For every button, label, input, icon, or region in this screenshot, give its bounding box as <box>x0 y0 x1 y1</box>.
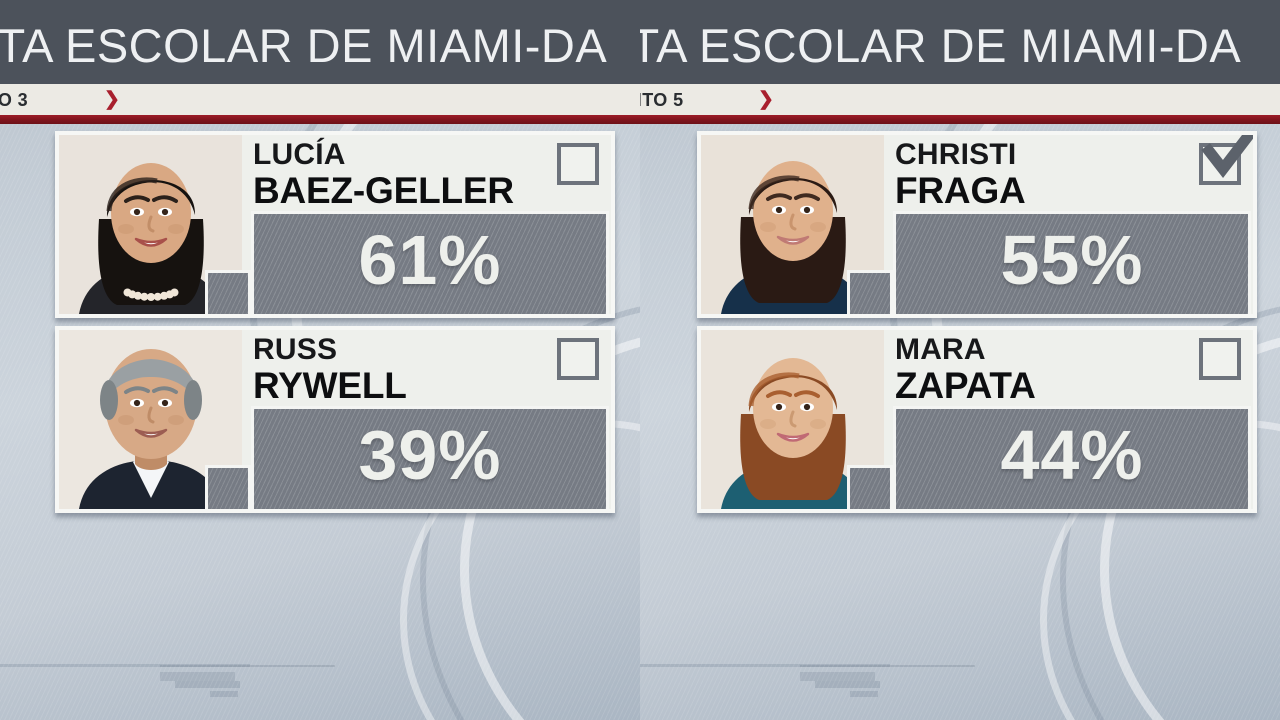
winner-checkbox[interactable] <box>1199 338 1241 380</box>
winner-checkbox[interactable] <box>557 143 599 185</box>
candidate-card-zapata[interactable]: MARA ZAPATA 44% <box>697 326 1257 513</box>
candidate-card-list: LUCÍA BAEZ-GELLER 61% RUSS RYWELL 39% <box>0 131 640 513</box>
candidate-card-list: CHRISTI FRAGA 55% MARA ZAPATA 44% <box>640 131 1280 513</box>
candidate-info: LUCÍA BAEZ-GELLER 61% <box>242 135 611 314</box>
district-bar: RITO 3 ❯ <box>0 84 640 115</box>
result-bar: 55% <box>893 211 1251 314</box>
results-panel-district-3: NTA ESCOLAR DE MIAMI-DA RITO 3 ❯ LUCÍA B… <box>0 0 640 720</box>
result-bar-fill <box>251 406 609 509</box>
result-bar-fill <box>893 406 1251 509</box>
candidate-last-name: FRAGA <box>895 170 1026 211</box>
candidate-first-name: CHRISTI <box>895 138 1017 171</box>
candidate-last-name: RYWELL <box>253 365 407 406</box>
winner-checkbox[interactable] <box>557 338 599 380</box>
candidate-percent: 44% <box>1000 415 1144 494</box>
candidate-name: CHRISTI FRAGA <box>895 138 1191 211</box>
result-bar-fill <box>893 211 1251 314</box>
candidate-percent: 61% <box>358 220 502 299</box>
candidate-card-rywell[interactable]: RUSS RYWELL 39% <box>55 326 615 513</box>
photo-notch-block <box>205 270 251 314</box>
result-bar: 39% <box>251 406 609 509</box>
candidate-first-name: RUSS <box>253 333 338 366</box>
result-bar: 61% <box>251 211 609 314</box>
accent-rule <box>640 115 1280 124</box>
result-bar: 44% <box>893 406 1251 509</box>
photo-notch-block <box>847 465 893 509</box>
chevron-right-icon[interactable]: ❯ <box>104 89 120 110</box>
candidate-name: LUCÍA BAEZ-GELLER <box>253 138 549 211</box>
district-label: TRITO 5 <box>640 90 684 110</box>
district-bar: TRITO 5 ❯ <box>640 84 1280 115</box>
race-title-bar: NTA ESCOLAR DE MIAMI-DA <box>0 0 640 84</box>
candidate-info: MARA ZAPATA 44% <box>884 330 1253 509</box>
candidate-photo <box>701 330 884 509</box>
candidate-photo <box>59 330 242 509</box>
candidate-card-fraga[interactable]: CHRISTI FRAGA 55% <box>697 131 1257 318</box>
candidate-first-name: MARA <box>895 333 986 366</box>
candidate-name: MARA ZAPATA <box>895 333 1191 406</box>
result-bar-fill <box>251 211 609 314</box>
race-title: NTA ESCOLAR DE MIAMI-DA <box>0 19 608 72</box>
candidate-percent: 55% <box>1000 220 1144 299</box>
district-label: RITO 3 <box>0 90 29 110</box>
candidate-card-baez-geller[interactable]: LUCÍA BAEZ-GELLER 61% <box>55 131 615 318</box>
results-panel-district-5: NTA ESCOLAR DE MIAMI-DA TRITO 5 ❯ CHRIST… <box>640 0 1280 720</box>
checkmark-icon <box>1201 135 1253 179</box>
race-title-bar: NTA ESCOLAR DE MIAMI-DA <box>640 0 1280 84</box>
candidate-info: CHRISTI FRAGA 55% <box>884 135 1253 314</box>
photo-notch-block <box>205 465 251 509</box>
chevron-right-icon[interactable]: ❯ <box>758 89 774 110</box>
race-title: NTA ESCOLAR DE MIAMI-DA <box>640 19 1242 72</box>
accent-rule <box>0 115 640 124</box>
candidate-percent: 39% <box>358 415 502 494</box>
winner-checkbox[interactable] <box>1199 135 1253 185</box>
candidate-last-name: ZAPATA <box>895 365 1036 406</box>
candidate-name: RUSS RYWELL <box>253 333 549 406</box>
photo-notch-block <box>847 270 893 314</box>
candidate-info: RUSS RYWELL 39% <box>242 330 611 509</box>
candidate-last-name: BAEZ-GELLER <box>253 170 514 211</box>
candidate-first-name: LUCÍA <box>253 138 346 171</box>
